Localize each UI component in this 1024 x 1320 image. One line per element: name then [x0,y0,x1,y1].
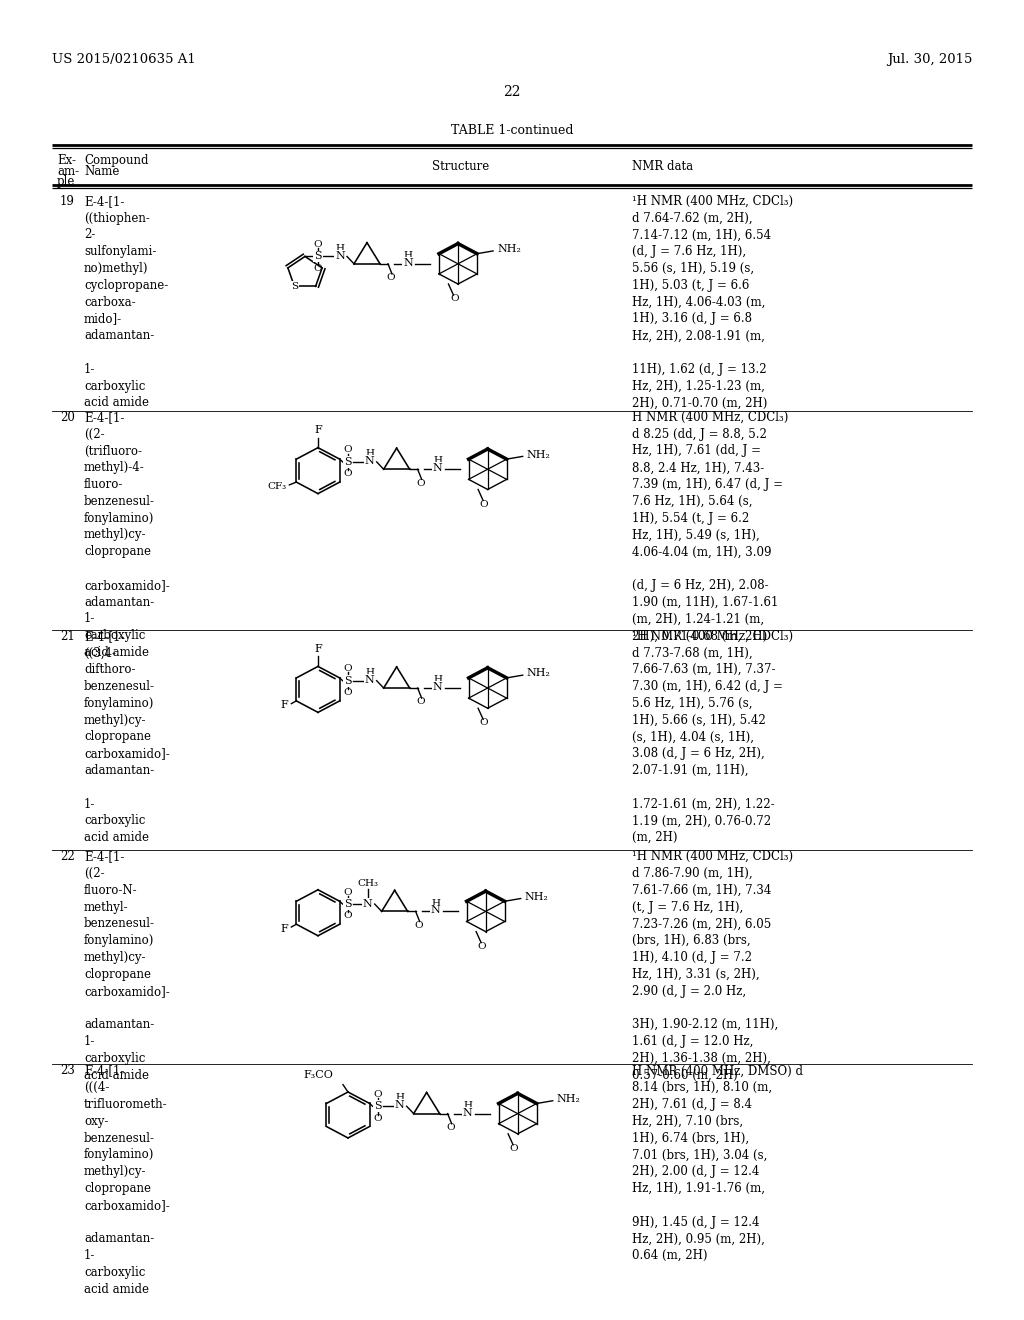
Text: E-4-[1-
((3,4-
difthoro-
benzenesul-
fonylamino)
methyl)cy-
clopropane
carboxami: E-4-[1- ((3,4- difthoro- benzenesul- fon… [84,630,170,845]
Text: TABLE 1-continued: TABLE 1-continued [451,124,573,137]
Text: H: H [433,676,442,684]
Text: H: H [366,449,374,458]
Text: O: O [313,264,323,273]
Text: ¹H NMR (400 MHz, CDCl₃)
d 7.86-7.90 (m, 1H),
7.61-7.66 (m, 1H), 7.34
(t, J = 7.6: ¹H NMR (400 MHz, CDCl₃) d 7.86-7.90 (m, … [632,850,794,1081]
Text: H: H [336,244,344,252]
Text: O: O [374,1090,382,1098]
Text: N: N [431,906,440,916]
Text: NH₂: NH₂ [526,450,551,459]
Text: CF₃: CF₃ [267,482,287,491]
Text: CH₃: CH₃ [357,879,378,888]
Text: F: F [314,644,322,653]
Text: O: O [313,240,323,249]
Text: H: H [403,251,413,260]
Text: F: F [281,924,289,933]
Text: O: O [417,697,425,706]
Text: O: O [343,912,352,920]
Text: ¹H NMR (400 MHz, CDCl₃)
d 7.73-7.68 (m, 1H),
7.66-7.63 (m, 1H), 7.37-
7.30 (m, 1: ¹H NMR (400 MHz, CDCl₃) d 7.73-7.68 (m, … [632,630,794,845]
Text: O: O [478,941,486,950]
Text: H: H [395,1093,404,1102]
Text: 22: 22 [503,84,521,99]
Text: O: O [343,445,352,454]
Text: 22: 22 [60,850,75,863]
Text: F: F [314,425,322,434]
Text: 19: 19 [60,195,75,207]
Text: am-: am- [57,165,79,177]
Text: E-4-[1-
((2-
(trifluoro-
methyl)-4-
fluoro-
benzenesul-
fonylamino)
methyl)cy-
c: E-4-[1- ((2- (trifluoro- methyl)-4- fluo… [84,411,170,659]
Text: Structure: Structure [432,160,489,173]
Text: O: O [446,1123,455,1131]
Text: H NMR (400 MHz, DMSO) d
8.14 (brs, 1H), 8.10 (m,
2H), 7.61 (d, J = 8.4
Hz, 2H), : H NMR (400 MHz, DMSO) d 8.14 (brs, 1H), … [632,1064,803,1262]
Text: 23: 23 [60,1064,75,1077]
Text: H: H [431,899,440,908]
Text: Jul. 30, 2015: Jul. 30, 2015 [887,53,972,66]
Text: NMR data: NMR data [632,160,693,173]
Text: O: O [387,273,395,282]
Text: NH₂: NH₂ [524,892,549,902]
Text: O: O [417,479,425,487]
Text: S: S [344,457,351,467]
Text: N: N [403,257,413,268]
Text: O: O [343,664,352,673]
Text: ¹H NMR (400 MHz, CDCl₃)
d 7.64-7.62 (m, 2H),
7.14-7.12 (m, 1H), 6.54
(d, J = 7.6: ¹H NMR (400 MHz, CDCl₃) d 7.64-7.62 (m, … [632,195,794,409]
Text: H NMR (400 MHz, CDCl₃)
d 8.25 (dd, J = 8.8, 5.2
Hz, 1H), 7.61 (dd, J =
8.8, 2.4 : H NMR (400 MHz, CDCl₃) d 8.25 (dd, J = 8… [632,411,788,643]
Text: NH₂: NH₂ [557,1094,581,1104]
Text: NH₂: NH₂ [526,668,551,678]
Text: N: N [335,251,345,260]
Text: ple: ple [57,174,76,187]
Text: Ex-: Ex- [57,154,76,168]
Text: 20: 20 [60,411,75,424]
Text: O: O [451,294,459,304]
Text: N: N [395,1101,404,1110]
Text: F₃CO: F₃CO [303,1071,333,1081]
Text: H: H [463,1101,472,1110]
Text: H: H [433,457,442,466]
Text: NH₂: NH₂ [497,244,521,255]
Text: E-4-[1-
((thiophen-
2-
sulfonylami-
no)methyl)
cyclopropane-
carboxa-
mido]-
ada: E-4-[1- ((thiophen- 2- sulfonylami- no)m… [84,195,168,409]
Text: S: S [344,899,351,909]
Text: O: O [510,1144,518,1154]
Text: N: N [463,1107,472,1118]
Text: Compound: Compound [84,154,148,168]
Text: O: O [343,688,352,697]
Text: US 2015/0210635 A1: US 2015/0210635 A1 [52,53,196,66]
Text: O: O [374,1114,382,1123]
Text: N: N [365,455,375,466]
Text: N: N [365,675,375,685]
Text: O: O [480,500,488,508]
Text: F: F [281,701,289,710]
Text: O: O [480,718,488,727]
Text: S: S [344,676,351,685]
Text: O: O [343,887,352,896]
Text: 21: 21 [60,630,75,643]
Text: S: S [374,1101,382,1111]
Text: H: H [366,668,374,677]
Text: O: O [343,470,352,478]
Text: N: N [362,899,373,909]
Text: Name: Name [84,165,120,177]
Text: O: O [415,920,423,929]
Text: E-4-[1-
(((4-
trifluorometh-
oxy-
benzenesul-
fonylamino)
methyl)cy-
clopropane
: E-4-[1- (((4- trifluorometh- oxy- benzen… [84,1064,170,1296]
Text: N: N [433,682,442,692]
Text: N: N [433,463,442,474]
Text: S: S [314,251,322,261]
Text: E-4-[1-
((2-
fluoro-N-
methyl-
benzenesul-
fonylamino)
methyl)cy-
clopropane
car: E-4-[1- ((2- fluoro-N- methyl- benzenesu… [84,850,170,1081]
Text: S: S [291,282,298,290]
